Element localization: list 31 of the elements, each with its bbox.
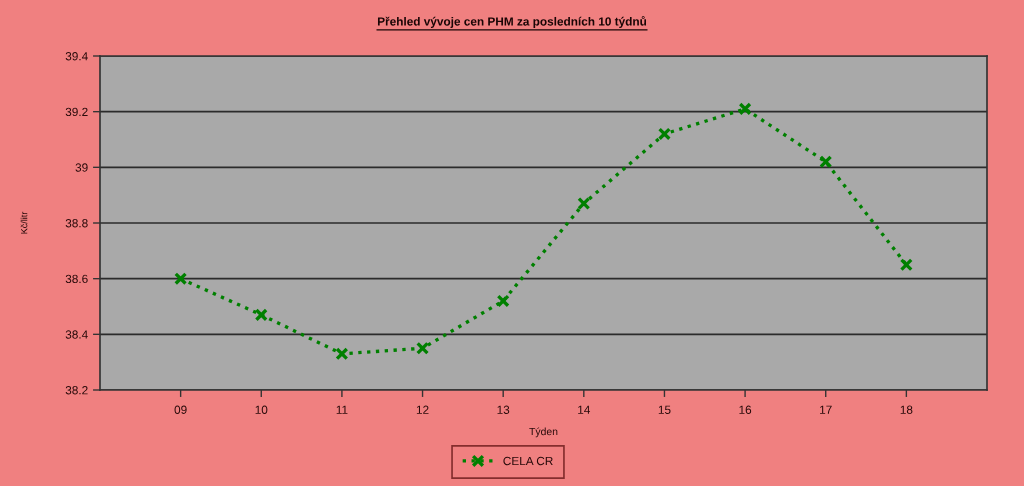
x-tick-label: 13: [497, 405, 510, 414]
x-tick-label: 16: [739, 405, 752, 414]
x-tick-label: 10: [255, 405, 268, 414]
point: [577, 196, 591, 211]
x-tick-label: 17: [820, 405, 832, 414]
x-tick-label: 09: [174, 405, 187, 414]
y-tick-label: 38.2: [65, 386, 88, 395]
y-tick-label: 38.8: [65, 219, 88, 228]
point: [899, 258, 913, 272]
y-tick-label: 39.4: [65, 52, 88, 61]
point: [738, 102, 752, 116]
point: [657, 127, 671, 141]
point: [254, 308, 268, 322]
y-tick-label: 38.6: [65, 274, 88, 284]
legend-label: CELA CR: [503, 456, 553, 466]
y-tick-label: 39.2: [65, 107, 88, 117]
x-axis-title: Týden: [529, 427, 558, 438]
point: [416, 341, 430, 355]
x-tick-label: 14: [578, 405, 591, 414]
point: [335, 347, 349, 361]
y-tick-label: 39: [75, 163, 88, 172]
point: [819, 155, 833, 169]
x-tick-label: 12: [416, 405, 429, 414]
y-axis-title: Kč/litr: [20, 211, 28, 234]
point: [174, 272, 188, 286]
y-tick-label: 38.4: [65, 330, 88, 339]
chart-title: Přehled vývoje cen PHM za posledních 10 týdnů: [377, 16, 647, 28]
x-tick-label: 11: [336, 405, 348, 414]
x-tick-label: 18: [900, 405, 913, 414]
point: [496, 294, 510, 308]
x-tick-label: 15: [658, 405, 671, 414]
